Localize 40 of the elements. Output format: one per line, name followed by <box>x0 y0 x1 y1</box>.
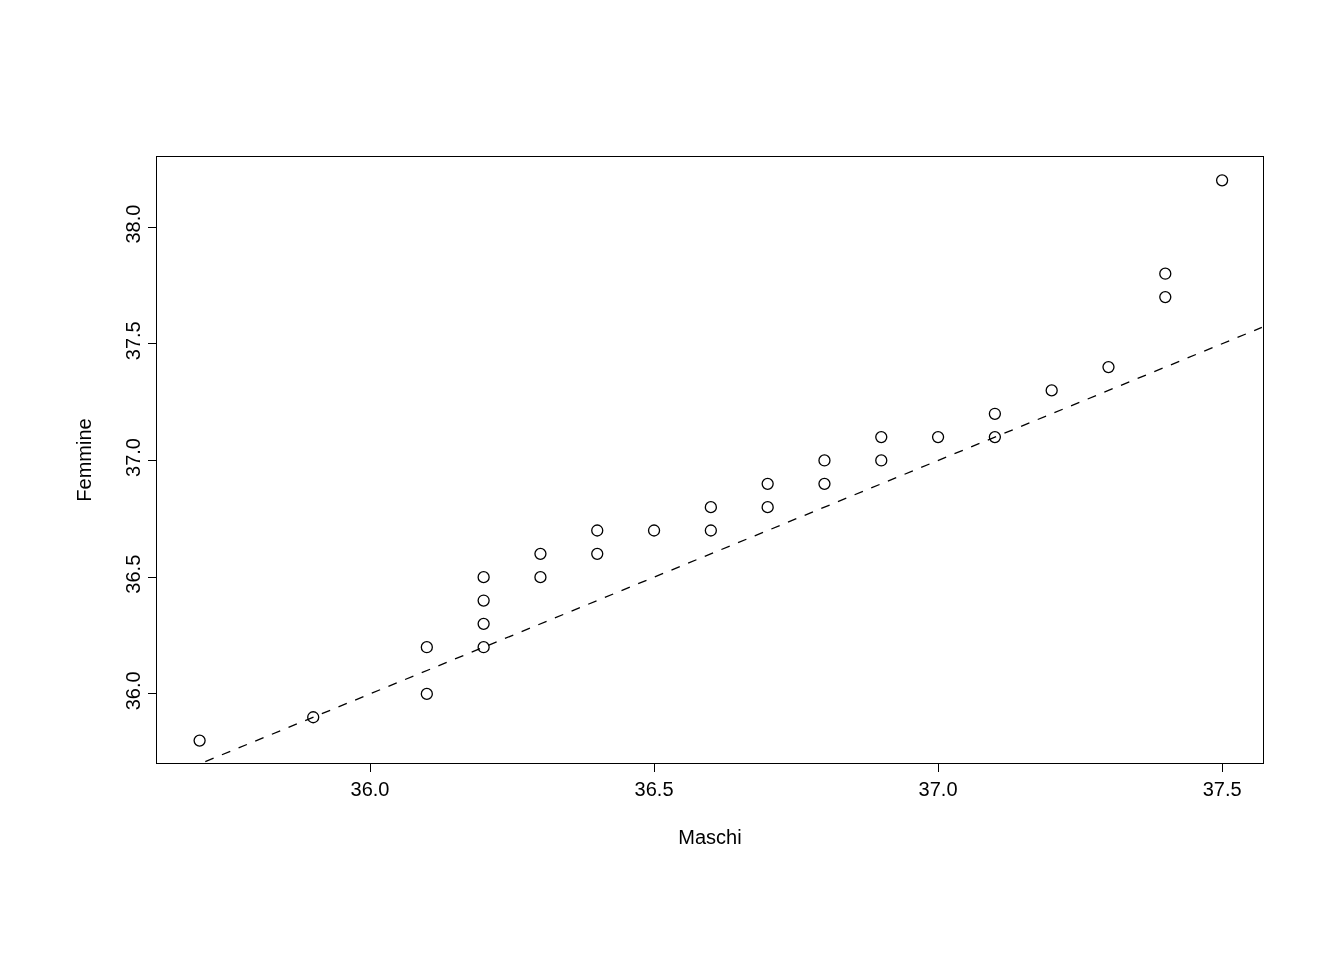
y-tick-label: 36.5 <box>122 554 144 594</box>
y-tick-label: 36.0 <box>122 671 144 711</box>
point <box>307 711 320 724</box>
point <box>477 594 490 607</box>
point <box>477 617 490 631</box>
point <box>761 501 774 514</box>
point <box>931 430 945 444</box>
point <box>477 641 490 654</box>
point <box>591 524 604 537</box>
point <box>761 477 774 490</box>
x-tick-label: 37.0 <box>918 778 958 800</box>
point <box>704 524 717 537</box>
point <box>1102 360 1115 374</box>
point <box>1045 384 1058 397</box>
y-tick-label: 37.0 <box>122 438 144 477</box>
point <box>420 641 433 654</box>
point <box>988 407 1002 420</box>
x-axis-title: Maschi <box>678 825 742 848</box>
point <box>875 430 888 444</box>
point <box>988 430 1002 444</box>
point <box>420 687 433 701</box>
point <box>1159 267 1172 280</box>
y-axis-title: Femmine <box>72 418 95 502</box>
point <box>875 454 888 467</box>
point <box>193 734 206 747</box>
x-tick-label: 36.5 <box>634 778 674 800</box>
point <box>534 547 547 560</box>
point <box>704 501 717 514</box>
point <box>1215 174 1229 187</box>
point <box>647 524 661 537</box>
y-tick-label: 37.5 <box>122 321 144 361</box>
point <box>591 547 604 560</box>
point <box>818 477 831 490</box>
point <box>477 571 490 584</box>
point <box>1159 290 1172 304</box>
x-tick-label: 36.0 <box>350 778 390 800</box>
point <box>534 571 547 584</box>
point <box>818 454 831 467</box>
x-tick-label: 37.5 <box>1202 778 1242 800</box>
y-tick-label: 38.0 <box>122 204 144 244</box>
